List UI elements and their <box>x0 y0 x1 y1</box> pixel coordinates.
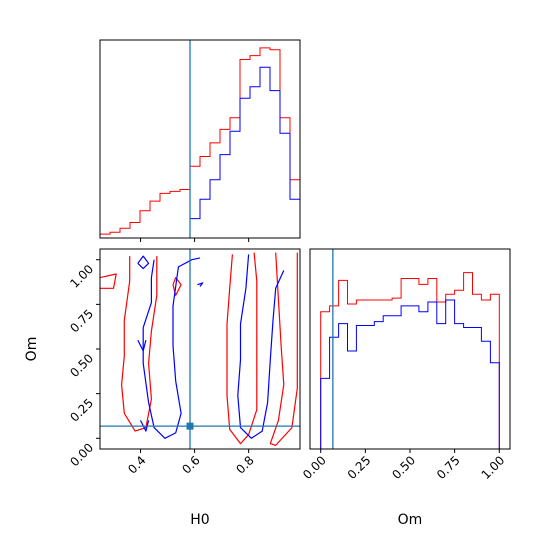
h0-hist-series-1 <box>100 66 301 239</box>
contour-line-1 <box>226 252 258 445</box>
contour-line-9 <box>137 339 147 352</box>
h0-axis-label: H0 <box>190 512 209 528</box>
om-axis-label: Om <box>24 337 40 362</box>
om-axis-tick-label: 0.25 <box>67 396 96 425</box>
contour-line-2 <box>269 252 298 446</box>
om-hist-x-tick-label: 0.00 <box>300 453 329 482</box>
contour-lines <box>100 249 300 449</box>
h0-histogram-panel <box>99 40 301 239</box>
contour-line-3 <box>100 273 117 289</box>
h0-axis-tick-label: 0.8 <box>233 453 256 476</box>
om-axis-tick-label: 0.50 <box>67 351 96 380</box>
om-hist-x-tick-label: 0.75 <box>434 453 463 482</box>
contour-line-8 <box>139 420 150 432</box>
h0-hist-frame <box>99 39 301 239</box>
om-hist-x-tick-label: 0.50 <box>389 453 418 482</box>
contour-line-10 <box>197 282 204 287</box>
om-histogram-panel <box>320 249 500 449</box>
om-hist-series-0 <box>320 272 500 449</box>
om-hist-series-1 <box>320 299 500 449</box>
om-axis-tick-label: 1.00 <box>67 262 96 291</box>
om-hist-x-tick-label: 1.00 <box>479 453 508 482</box>
om-axis-tick-label: 0.75 <box>67 307 96 336</box>
contour-line-0 <box>120 256 158 432</box>
contour-panel <box>100 249 300 449</box>
h0-axis-tick-label: 0.6 <box>179 453 202 476</box>
om-hist-x-tick-label: 0.25 <box>345 453 374 482</box>
h0-axis-tick-label: 0.4 <box>125 453 148 476</box>
contour-line-6 <box>237 254 285 439</box>
contour-line-5 <box>142 257 201 439</box>
om-axis-tick-label: 0.00 <box>67 441 96 470</box>
truth-point <box>186 422 194 430</box>
contour-line-7 <box>137 255 150 270</box>
h0-hist-series-0 <box>99 47 301 238</box>
om-hist-axis-label: Om <box>398 512 423 528</box>
